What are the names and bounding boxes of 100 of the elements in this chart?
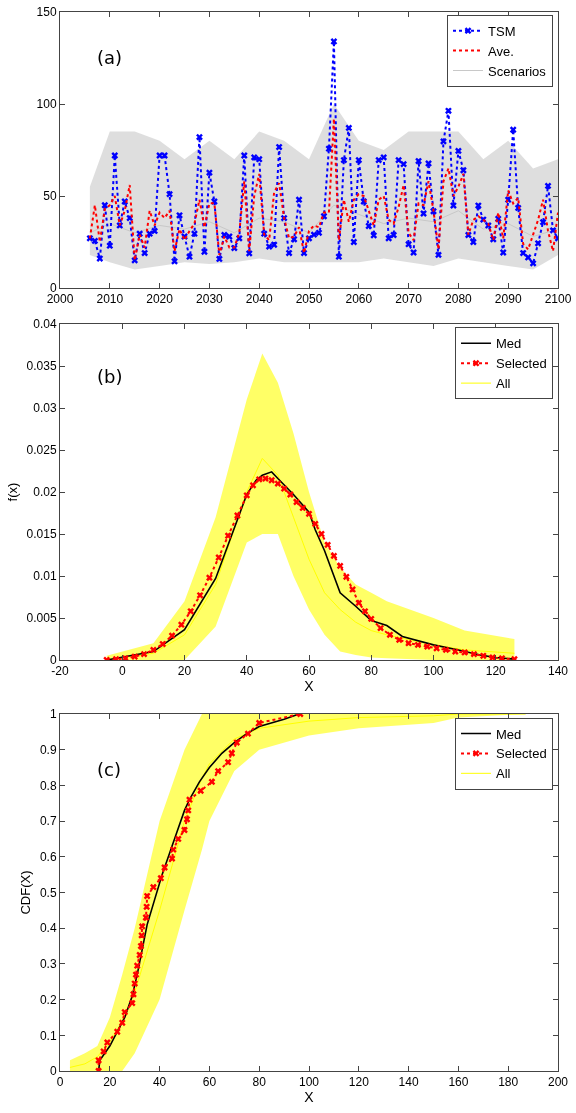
point	[274, 480, 282, 487]
point	[244, 730, 252, 738]
point	[361, 607, 369, 615]
point	[100, 1047, 107, 1055]
x-tick-label: 80	[252, 1075, 267, 1090]
y-tick-label: 0.8	[39, 778, 57, 793]
point	[143, 903, 151, 911]
point	[479, 652, 487, 660]
annotation: (b)	[97, 366, 123, 387]
point	[183, 815, 191, 823]
point	[206, 574, 213, 582]
point	[461, 649, 469, 656]
point	[470, 650, 478, 658]
point	[224, 758, 232, 766]
point	[157, 874, 165, 882]
point	[355, 599, 363, 607]
point	[131, 653, 139, 660]
point	[197, 787, 205, 795]
x-tick-label: 120	[485, 664, 507, 679]
point	[498, 654, 506, 660]
point	[233, 739, 241, 746]
legend-label: Selected	[496, 356, 547, 372]
point	[140, 650, 148, 658]
x-tick-label: 40	[240, 664, 254, 679]
x-tick-label: 0	[118, 664, 126, 679]
x-tick-label: 140	[547, 664, 569, 679]
point	[128, 999, 136, 1007]
point	[187, 607, 195, 615]
point	[451, 648, 459, 655]
y-tick-label: 0.015	[26, 527, 57, 542]
point	[318, 530, 325, 538]
x-tick-label: 2100	[544, 292, 572, 307]
point	[118, 1019, 126, 1027]
x-tick-label: 180	[498, 1075, 519, 1090]
x-tick-label: 20	[177, 664, 192, 679]
legend-label: All	[496, 376, 511, 392]
x-axis-title: X	[304, 1089, 315, 1106]
x-tick-label: 100	[423, 664, 444, 679]
x-tick-label: 2050	[295, 292, 323, 307]
annotation: (c)	[97, 759, 121, 780]
x-tick-label: 40	[152, 1075, 167, 1090]
point	[95, 1056, 102, 1064]
point	[414, 641, 422, 649]
point	[330, 552, 338, 560]
point	[136, 951, 144, 959]
point	[249, 481, 257, 489]
y-tick-label: 0.025	[26, 443, 57, 458]
point	[268, 476, 276, 484]
point	[367, 615, 375, 623]
point	[293, 498, 300, 506]
x-tick-label: 60	[202, 1075, 217, 1090]
x-axis-title: X	[304, 678, 315, 695]
legend-label: Med	[496, 726, 522, 742]
x-tick-label: 80	[364, 664, 379, 679]
point	[395, 636, 403, 644]
y-tick-label: 0.4	[39, 921, 57, 936]
y-tick-label: 0.01	[33, 569, 57, 584]
x-tick-label: 2000	[46, 292, 74, 307]
point	[159, 640, 167, 648]
point	[324, 541, 332, 549]
point	[311, 520, 319, 528]
y-tick-label: 0.9	[39, 742, 57, 757]
point	[174, 835, 182, 843]
point	[262, 475, 269, 482]
y-tick-label: 0.1	[39, 1028, 57, 1043]
point	[184, 806, 192, 814]
point	[336, 562, 344, 570]
point	[196, 591, 204, 599]
point	[168, 632, 176, 640]
point	[181, 826, 188, 834]
y-tick-label: 0.3	[39, 957, 57, 972]
x-tick-label: 140	[398, 1075, 419, 1090]
x-tick-label: 100	[298, 1075, 320, 1090]
point	[143, 892, 151, 900]
point	[133, 962, 141, 970]
y-tick-label: 0	[49, 1064, 57, 1079]
point	[280, 485, 288, 493]
y-tick-label: 0.7	[39, 814, 57, 829]
x-tick-label: 2030	[196, 292, 224, 307]
x-tick-label: 120	[348, 1075, 370, 1090]
point	[405, 639, 412, 647]
y-axis-title: f(x)	[4, 482, 20, 502]
point	[255, 719, 263, 727]
point	[149, 883, 157, 891]
y-tick-label: 150	[36, 5, 57, 20]
legend-label: Ave.	[488, 43, 514, 59]
annotation: (a)	[97, 47, 123, 68]
legend-label: All	[496, 766, 511, 782]
y-tick-label: 50	[43, 189, 57, 204]
point	[121, 1008, 129, 1016]
x-tick-label: 60	[302, 664, 316, 679]
point	[442, 646, 450, 654]
y-tick-label: 100	[36, 97, 57, 112]
point	[386, 631, 394, 639]
point	[234, 512, 241, 519]
point	[161, 864, 168, 871]
x-tick-label: 200	[547, 1075, 569, 1090]
legend-label: Med	[496, 336, 522, 352]
point	[149, 646, 157, 654]
point	[305, 510, 313, 518]
